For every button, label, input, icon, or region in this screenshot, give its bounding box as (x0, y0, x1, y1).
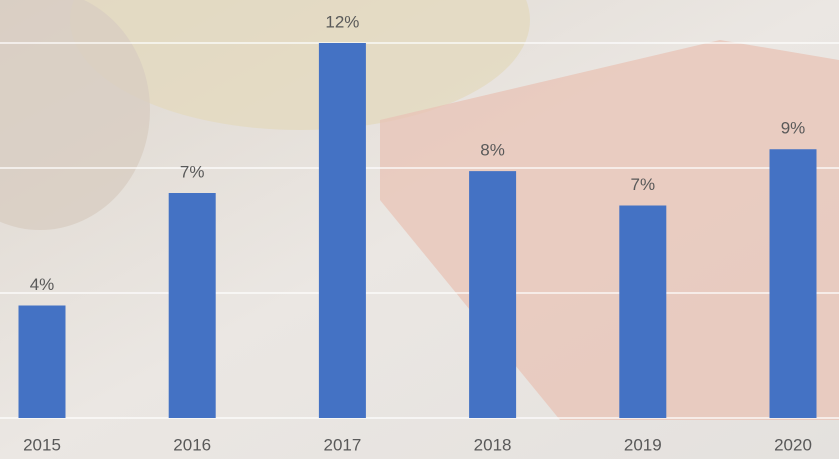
bar (319, 43, 366, 418)
bar (770, 149, 817, 418)
x-tick-label: 2020 (774, 435, 812, 454)
bar (469, 171, 516, 418)
data-label: 7% (631, 175, 656, 194)
bar (619, 206, 666, 419)
data-label: 12% (325, 12, 359, 31)
data-label: 8% (480, 141, 505, 160)
x-tick-label: 2017 (323, 435, 361, 454)
bar (19, 306, 66, 419)
x-tick-label: 2016 (173, 435, 211, 454)
x-tick-label: 2015 (23, 435, 61, 454)
x-tick-label: 2018 (474, 435, 512, 454)
x-tick-label: 2019 (624, 435, 662, 454)
data-label: 7% (180, 162, 205, 181)
bar (169, 193, 216, 418)
chart: 4% 2015 7% 2016 12% 2017 8% 2018 7% 2019 9% 2020 (0, 0, 839, 459)
data-label: 9% (781, 119, 806, 138)
data-label: 4% (30, 275, 55, 294)
